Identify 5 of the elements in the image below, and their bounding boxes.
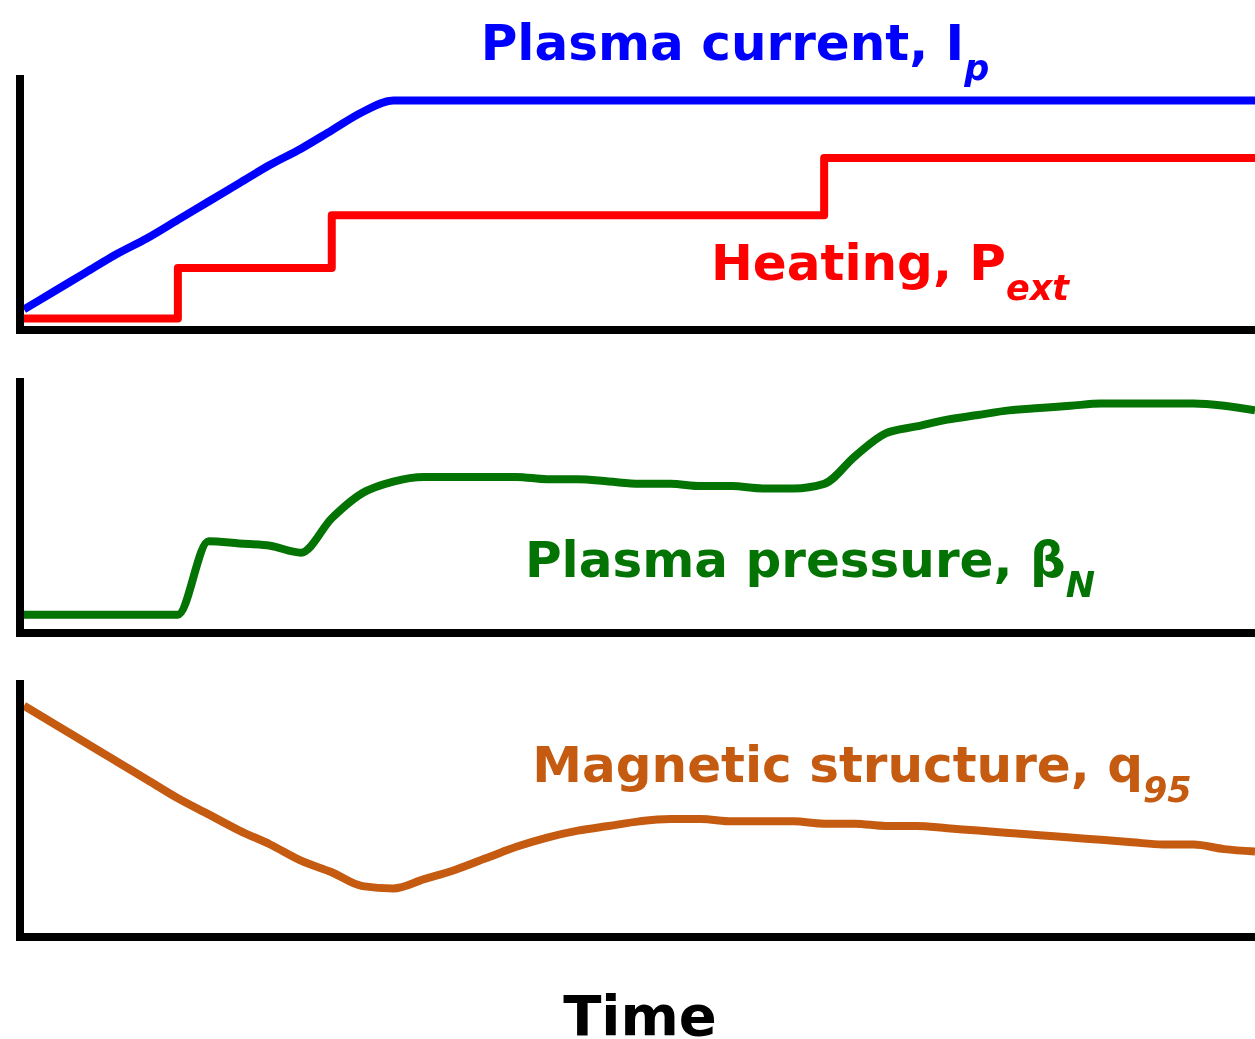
series-label: Plasma pressure, β$_{N}$ <box>524 531 1096 605</box>
series-label: Heating, P$_{ext}$ <box>710 234 1071 308</box>
series-label: Plasma current, I$_{p}$ <box>480 14 990 88</box>
x-axis-title: Time <box>563 983 717 1039</box>
series-label: Magnetic structure, q$_{95}$ <box>532 736 1192 810</box>
